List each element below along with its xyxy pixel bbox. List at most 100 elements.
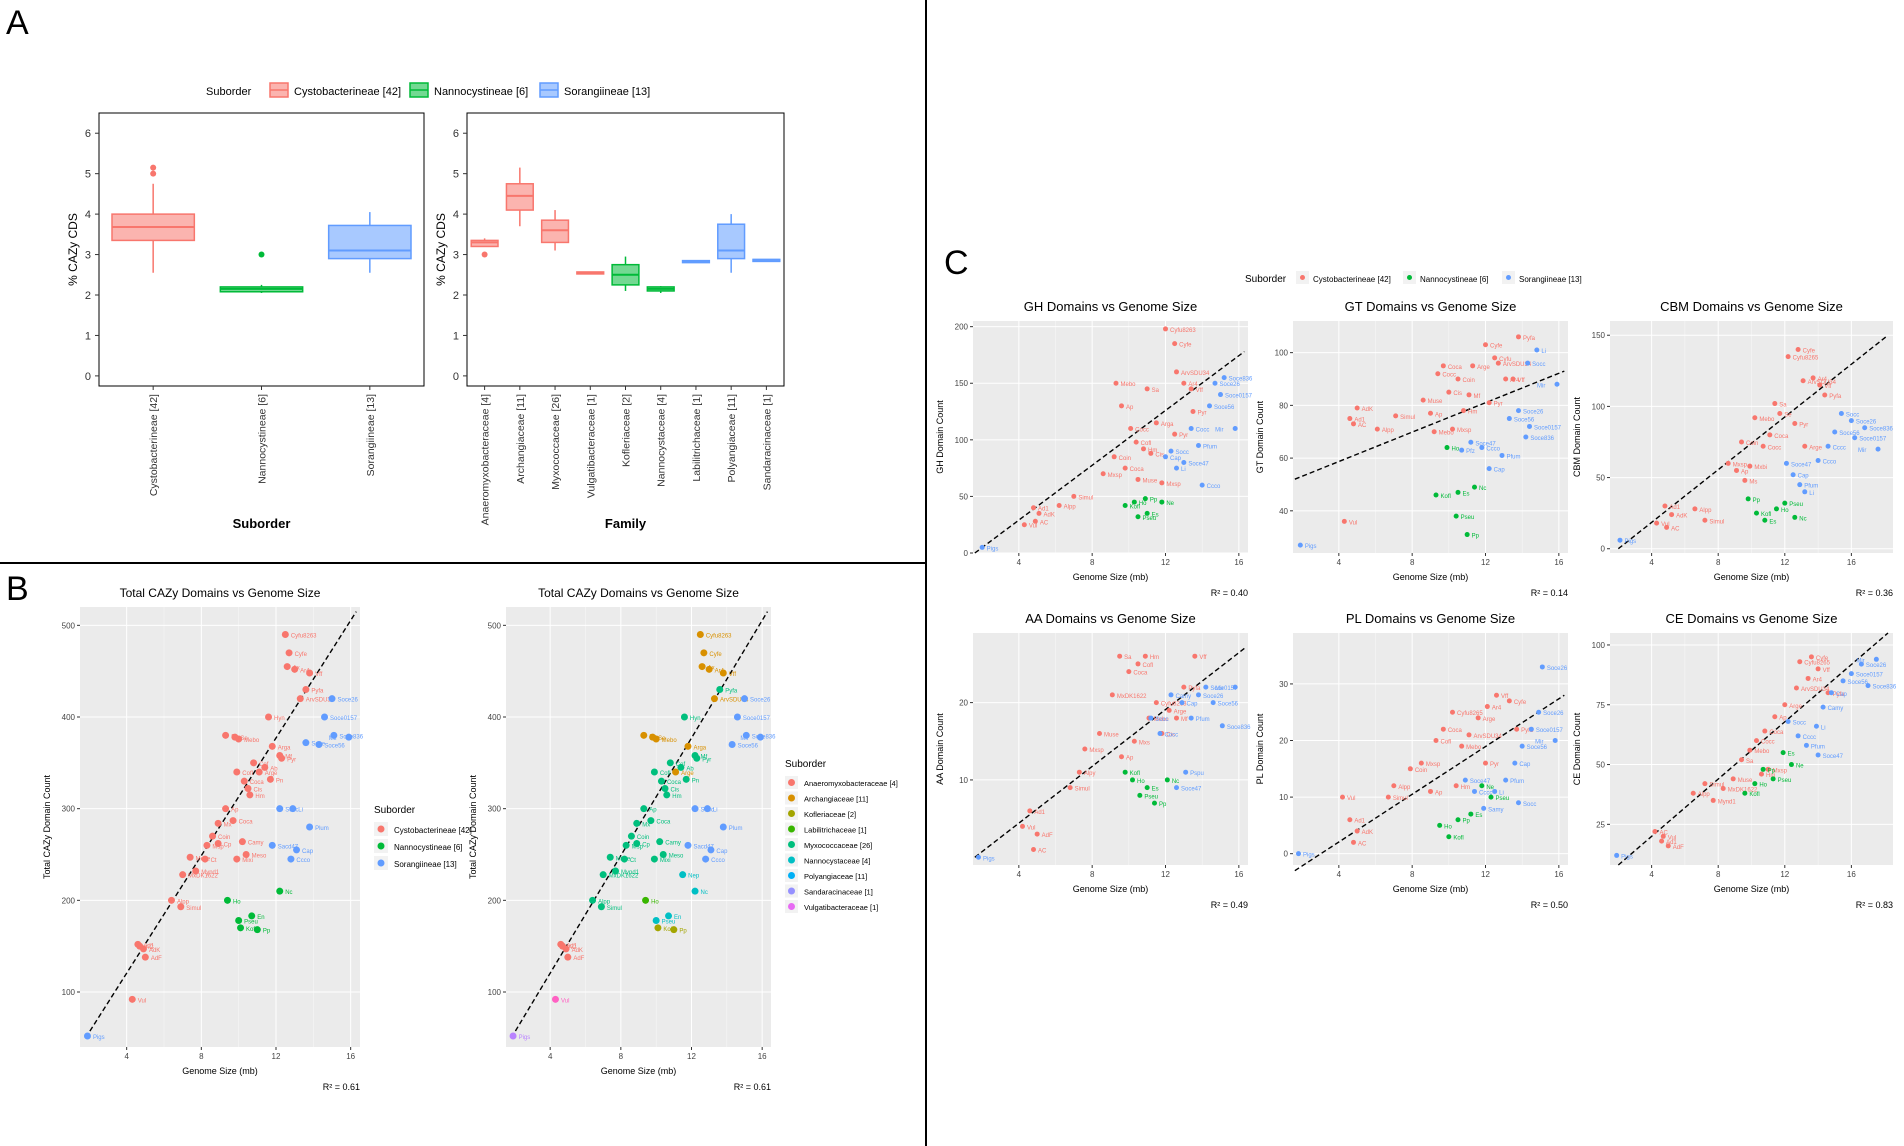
- data-point: [328, 695, 336, 703]
- point-label: Meso: [669, 854, 684, 860]
- data-point: [1747, 463, 1753, 469]
- data-point: [1135, 661, 1141, 667]
- point-label: Soce26: [1203, 694, 1224, 700]
- chart-title: PL Domains vs Genome Size: [1346, 611, 1515, 626]
- point-label: Mebo: [1439, 431, 1455, 437]
- point-label: Alpp: [1382, 428, 1395, 434]
- point-label: Muse: [1104, 733, 1119, 739]
- point-label: Kofl: [246, 927, 256, 933]
- point-label: Pyfa: [311, 689, 324, 695]
- point-label: Vff: [729, 672, 737, 678]
- data-point: [1163, 454, 1168, 460]
- r-squared-label: R² = 0.61: [734, 1082, 771, 1092]
- point-label: AdF: [573, 956, 584, 962]
- data-point: [192, 867, 200, 875]
- point-label: Es: [1152, 787, 1159, 793]
- data-point: [266, 775, 274, 783]
- data-point: [1862, 425, 1868, 431]
- point-label: Soce836: [1869, 427, 1893, 433]
- data-point: [1760, 443, 1766, 449]
- point-label: Soce0157: [330, 716, 358, 722]
- point-label: Mxbi: [1754, 465, 1767, 471]
- y-tick-label: 50: [959, 492, 968, 501]
- data-point: [1753, 510, 1759, 516]
- point-label: Pyfa: [1521, 728, 1534, 734]
- data-point: [1181, 380, 1187, 386]
- plot-background: [973, 633, 1248, 865]
- y-axis-label: % CAZy CDS: [66, 213, 80, 286]
- data-point: [203, 841, 211, 849]
- data-point: [691, 887, 699, 895]
- data-point: [684, 742, 692, 750]
- data-point: [1168, 692, 1174, 698]
- point-label: Vul: [1349, 520, 1357, 526]
- data-point: [1753, 738, 1759, 744]
- point-label: Cyfe: [1490, 344, 1503, 350]
- data-point: [1528, 726, 1534, 732]
- data-point: [1484, 704, 1490, 710]
- point-label: Pp: [1150, 498, 1158, 504]
- point-label: Socc: [1523, 802, 1536, 808]
- point-label: Es: [1788, 752, 1795, 758]
- data-point: [627, 832, 635, 840]
- data-point: [1166, 707, 1172, 713]
- point-label: Soce0157: [1859, 437, 1887, 443]
- legend-label: Polyangiaceae [11]: [804, 872, 867, 881]
- point-label: Mxsp: [1773, 768, 1788, 774]
- data-point: [1479, 783, 1485, 789]
- point-label: Cccc: [1803, 735, 1816, 741]
- data-point: [1730, 776, 1736, 782]
- data-point: [1036, 510, 1042, 516]
- data-point: [1131, 499, 1137, 505]
- point-label: Ad1: [1354, 418, 1365, 424]
- point-label: Mf: [1474, 394, 1481, 400]
- data-point: [1486, 466, 1492, 472]
- data-point: [691, 805, 699, 813]
- panel-label-a: A: [6, 4, 29, 42]
- data-point: [1119, 754, 1124, 760]
- y-tick-label: 6: [85, 128, 91, 140]
- x-tick-label: Archangiaceae [11]: [515, 394, 527, 484]
- data-point: [1492, 355, 1498, 361]
- data-point: [1832, 429, 1838, 435]
- y-tick-label: 200: [62, 896, 76, 905]
- data-point: [1483, 760, 1488, 766]
- data-point: [1354, 828, 1360, 834]
- point-label: Es: [1152, 512, 1159, 518]
- point-label: Pigs: [1624, 539, 1636, 545]
- x-axis-label: Genome Size (mb): [1073, 572, 1149, 582]
- x-tick-label: 12: [1780, 558, 1789, 567]
- data-point: [1179, 700, 1185, 706]
- y-tick-label: 20: [959, 699, 968, 708]
- point-label: Cyfe: [1514, 700, 1527, 706]
- data-point: [1865, 683, 1871, 689]
- y-tick-label: 6: [453, 128, 459, 140]
- point-label: Soce56: [1214, 405, 1235, 411]
- point-label: Ne: [1486, 785, 1494, 791]
- data-point: [1433, 492, 1439, 498]
- point-label: Ar4: [1492, 706, 1502, 712]
- point-label: Arge: [1809, 445, 1822, 451]
- data-point: [1752, 781, 1758, 787]
- x-tick-label: 12: [272, 1052, 281, 1061]
- point-label: Soce26: [1866, 663, 1887, 669]
- data-point: [1514, 726, 1520, 732]
- chart-title: Total CAZy Domains vs Genome Size: [538, 586, 739, 600]
- point-label: Nc: [1799, 516, 1806, 522]
- point-label: Ho: [233, 899, 241, 905]
- data-point: [1188, 715, 1194, 721]
- data-point: [1034, 831, 1040, 837]
- data-point: [1183, 769, 1189, 775]
- point-label: Ax: [708, 666, 715, 672]
- point-label: AC: [568, 945, 577, 951]
- point-label: Soce47: [1188, 461, 1209, 467]
- data-point: [1135, 476, 1141, 482]
- data-point: [1199, 482, 1205, 488]
- data-point: [1468, 811, 1474, 817]
- point-label: Soce0157: [743, 716, 771, 722]
- data-point: [1135, 514, 1141, 520]
- point-label: Alpp: [1398, 785, 1411, 791]
- point-label: AC: [1671, 526, 1680, 532]
- legend-label: Cystobacterineae [42]: [1313, 275, 1391, 284]
- data-point: [1815, 666, 1821, 672]
